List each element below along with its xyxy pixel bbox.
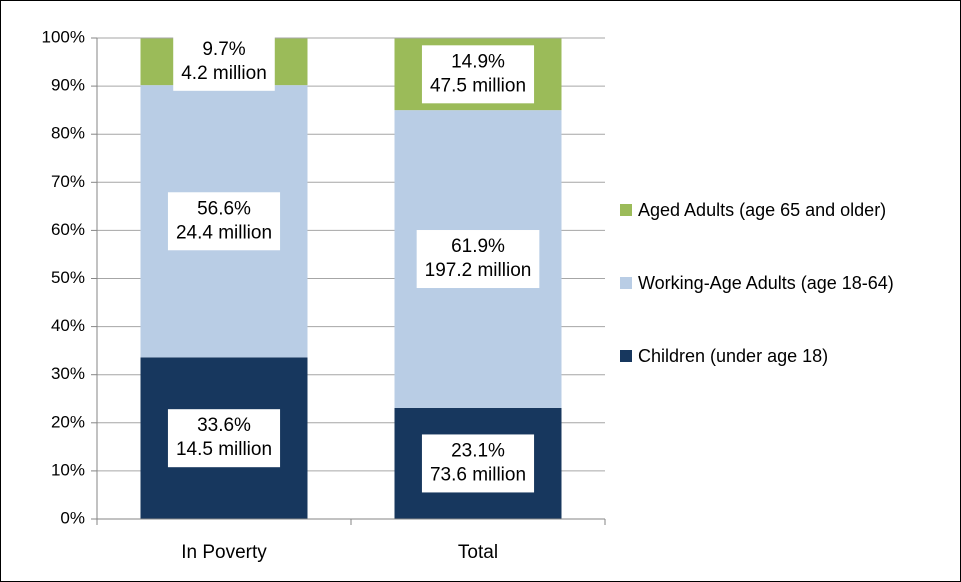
legend-label: Children (under age 18): [638, 346, 829, 366]
data-label-box: [416, 230, 540, 289]
data-label: 61.9%: [451, 236, 505, 257]
y-tick-label: 10%: [51, 460, 85, 479]
data-label: 9.7%: [202, 39, 245, 60]
x-tick-label: In Poverty: [181, 542, 267, 563]
data-label-box: [421, 45, 535, 104]
y-tick-label: 70%: [51, 172, 85, 191]
data-label: 4.2 million: [181, 63, 267, 84]
legend-swatch: [620, 350, 632, 362]
data-label: 33.6%: [197, 415, 251, 436]
legend-label: Working-Age Adults (age 18-64): [638, 273, 894, 293]
data-label-box: [167, 409, 281, 468]
data-label-box: [421, 434, 535, 493]
y-tick-label: 30%: [51, 364, 85, 383]
legend-label: Aged Adults (age 65 and older): [638, 200, 887, 220]
data-label: 24.4 million: [176, 222, 272, 243]
data-label: 73.6 million: [430, 464, 526, 485]
data-label: 14.9%: [451, 51, 505, 72]
legend-item: Children (under age 18): [620, 343, 950, 369]
x-tick-label: Total: [458, 542, 498, 563]
data-label: 23.1%: [451, 440, 505, 461]
y-tick-label: 60%: [51, 220, 85, 239]
y-tick-label: 40%: [51, 316, 85, 335]
data-label: 14.5 million: [176, 439, 272, 460]
y-tick-label: 100%: [42, 27, 85, 46]
legend-item: Aged Adults (age 65 and older): [620, 197, 950, 223]
y-tick-label: 0%: [60, 508, 85, 527]
y-tick-label: 80%: [51, 124, 85, 143]
data-label: 47.5 million: [430, 75, 526, 96]
y-tick-label: 20%: [51, 412, 85, 431]
data-label: 197.2 million: [425, 260, 532, 281]
data-label-box: [167, 192, 281, 251]
labels: 33.6% 14.5 million 56.6% 24.4 million 9.7% 4.…: [167, 32, 540, 493]
legend-swatch: [620, 277, 632, 289]
data-label-box: [173, 32, 275, 91]
data-label: 56.6%: [197, 198, 251, 219]
legend-item: Working-Age Adults (age 18-64): [620, 270, 950, 296]
y-tick-label: 90%: [51, 76, 85, 95]
y-tick-label: 50%: [51, 268, 85, 287]
legend-swatch: [620, 204, 632, 216]
